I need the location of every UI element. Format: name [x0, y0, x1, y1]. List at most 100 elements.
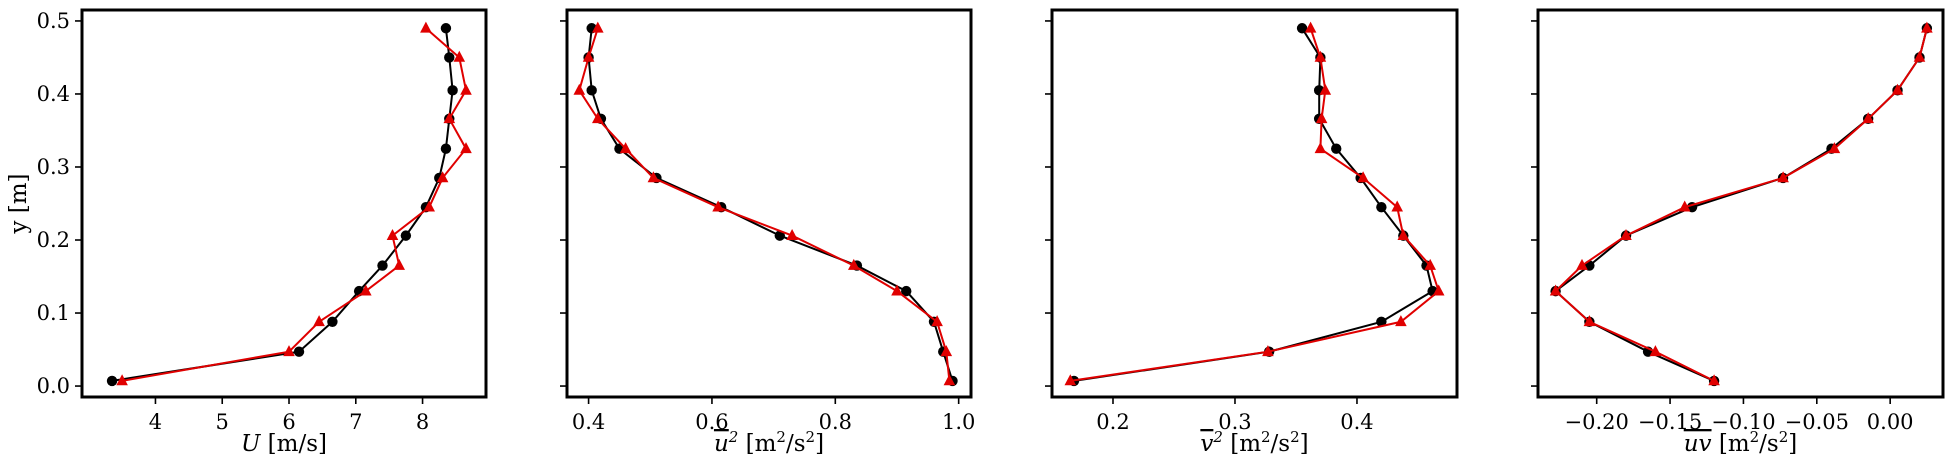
series-1-point: [447, 85, 458, 96]
series-2-point: [1921, 21, 1933, 33]
series-2-point: [712, 200, 724, 212]
series-1-point: [440, 143, 452, 154]
series-2-point: [1620, 229, 1632, 240]
series-2-point: [1678, 200, 1691, 212]
x-axis-label: uv [m2/s2]: [1684, 428, 1798, 457]
series-2-point: [1314, 142, 1327, 154]
series-2-point: [1708, 374, 1720, 386]
series-2-point: [1862, 112, 1874, 124]
series-2-point: [1304, 21, 1317, 33]
series-2-point: [1828, 142, 1841, 154]
series-1-point: [1376, 316, 1387, 327]
series-2-point: [1064, 374, 1077, 386]
series-1-point: [444, 52, 455, 63]
series-2-point: [1262, 345, 1274, 357]
series-1-point: [106, 375, 118, 387]
x-tick-label: 0.2: [1096, 410, 1129, 434]
axes-frame: [1050, 8, 1459, 399]
series-2-point: [1314, 50, 1327, 62]
series-2-point: [423, 200, 435, 212]
series-2-point: [1576, 258, 1588, 270]
x-tick-label: 0.3: [1218, 410, 1251, 434]
series-2-point: [573, 83, 586, 95]
x-axis-label: U [m/s]: [241, 431, 327, 457]
axes-frame: [80, 8, 488, 399]
series-2-point: [848, 258, 860, 270]
series-1-point: [774, 230, 785, 241]
series-1-point: [377, 260, 388, 271]
series-2-point: [1777, 171, 1789, 183]
series-2-line: [578, 27, 951, 382]
series-2-point: [420, 21, 432, 33]
x-tick-label: 5: [216, 410, 229, 434]
series-2-point: [1395, 315, 1407, 327]
series-2-point: [436, 171, 449, 183]
x-tick-label: 7: [349, 410, 362, 434]
x-tick-label: 6: [282, 410, 295, 434]
series-2-point: [1583, 315, 1596, 327]
series-2-point: [360, 284, 372, 296]
series-2-point: [940, 345, 953, 357]
x-tick-label: 1.0: [942, 410, 975, 434]
axes-frame: [565, 8, 973, 399]
x-tick-label: 0.4: [572, 410, 605, 434]
series-2-point: [1649, 345, 1662, 357]
series-2-point: [1391, 200, 1403, 212]
series-2-point: [1913, 50, 1926, 62]
series-2-point: [891, 284, 903, 296]
panel-1: 4 5 6 7 8 0.0 0.1 0.2 0.3 0.4 0.5 U [m/s] y [m]: [6, 8, 488, 457]
series-2-point: [313, 315, 325, 327]
series-2-point: [1357, 171, 1369, 183]
series-2-point: [283, 345, 295, 357]
series-2-point: [1549, 284, 1562, 296]
series-2-point: [647, 171, 660, 183]
axes-frame: [1536, 8, 1945, 399]
x-axis-label: u2 [m2/s2]: [714, 428, 824, 457]
series-1-line: [1554, 28, 1928, 382]
y-tick-label: 0.2: [37, 228, 70, 252]
series-1-point: [440, 23, 452, 34]
series-2-line: [1554, 28, 1928, 382]
series-1-line: [587, 28, 954, 382]
y-tick-label: 0.0: [37, 374, 70, 398]
series-2-point: [1891, 83, 1904, 95]
x-tick-label: 8: [416, 410, 429, 434]
x-tick-label: −0.05: [1785, 410, 1849, 434]
series-2-point: [460, 142, 472, 154]
series-2-point: [1319, 83, 1332, 95]
series-1-point: [327, 316, 338, 327]
series-1-point: [1376, 201, 1387, 213]
x-tick-label: 0.4: [1340, 410, 1373, 434]
y-tick-label: 0.5: [37, 9, 70, 33]
series-1-point: [1331, 143, 1342, 154]
x-tick-label: −0.10: [1711, 410, 1775, 434]
series-1-point: [400, 230, 412, 241]
series-2-point: [1315, 112, 1328, 124]
panel-3: 0.2 0.3 0.4 v2 [m2/s2]: [1045, 8, 1459, 457]
series-1-point: [293, 346, 305, 357]
series-2-point: [460, 83, 472, 95]
y-tick-label: 0.1: [37, 301, 70, 325]
x-tick-label: 4: [149, 410, 162, 434]
x-tick-label: 0.00: [1867, 410, 1914, 434]
series-2-point: [931, 315, 943, 327]
panel-2: 0.4 0.6 0.8 1.0 u2 [m2/s2]: [560, 8, 975, 457]
series-2-point: [386, 229, 399, 240]
x-tick-label: −0.15: [1638, 410, 1702, 434]
series-1-point: [901, 285, 912, 297]
series-2-point: [393, 258, 405, 270]
series-2-point: [786, 229, 798, 240]
x-axis-label: v2 [m2/s2]: [1200, 428, 1308, 457]
series-1-point: [586, 85, 597, 96]
series-2-point: [592, 21, 604, 33]
y-tick-label: 0.3: [37, 155, 70, 179]
series-2-point: [1424, 258, 1436, 270]
series-2-point: [619, 142, 632, 154]
y-axis-label: y [m]: [6, 173, 32, 234]
series-2-point: [943, 374, 956, 386]
panel-4: −0.20 −0.15 −0.10 −0.05 0.00 uv [m2/s2]: [1531, 8, 1945, 457]
series-2-point: [453, 50, 466, 62]
series-2-line: [121, 27, 468, 382]
x-tick-label: 0.6: [695, 410, 728, 434]
series-2-point: [1432, 284, 1445, 296]
